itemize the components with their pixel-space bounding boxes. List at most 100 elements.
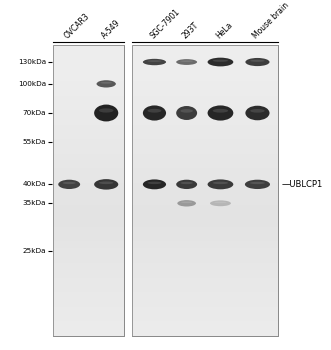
FancyBboxPatch shape — [132, 226, 278, 234]
Text: 130kDa: 130kDa — [18, 59, 46, 65]
Ellipse shape — [213, 182, 228, 184]
Ellipse shape — [143, 59, 166, 65]
FancyBboxPatch shape — [53, 205, 124, 212]
FancyBboxPatch shape — [53, 234, 124, 241]
FancyBboxPatch shape — [53, 117, 124, 125]
Ellipse shape — [213, 109, 228, 113]
FancyBboxPatch shape — [53, 52, 124, 59]
FancyBboxPatch shape — [53, 59, 124, 66]
Ellipse shape — [177, 200, 196, 206]
FancyBboxPatch shape — [132, 292, 278, 299]
Ellipse shape — [94, 105, 118, 121]
Ellipse shape — [208, 105, 233, 121]
FancyBboxPatch shape — [132, 190, 278, 197]
FancyBboxPatch shape — [53, 212, 124, 219]
Ellipse shape — [97, 80, 116, 88]
Ellipse shape — [63, 182, 76, 184]
FancyBboxPatch shape — [132, 125, 278, 132]
FancyBboxPatch shape — [53, 256, 124, 263]
FancyBboxPatch shape — [53, 103, 124, 110]
Text: HeLa: HeLa — [214, 20, 234, 41]
Ellipse shape — [210, 201, 231, 206]
Ellipse shape — [208, 180, 233, 189]
FancyBboxPatch shape — [53, 139, 124, 147]
Ellipse shape — [176, 106, 197, 120]
FancyBboxPatch shape — [53, 321, 124, 329]
FancyBboxPatch shape — [53, 96, 124, 103]
FancyBboxPatch shape — [132, 44, 278, 52]
FancyBboxPatch shape — [53, 219, 124, 226]
FancyBboxPatch shape — [132, 183, 278, 190]
Ellipse shape — [213, 60, 228, 62]
Ellipse shape — [245, 58, 269, 66]
FancyBboxPatch shape — [53, 44, 124, 52]
Ellipse shape — [176, 180, 197, 189]
FancyBboxPatch shape — [53, 226, 124, 234]
FancyBboxPatch shape — [132, 147, 278, 154]
FancyBboxPatch shape — [132, 234, 278, 241]
FancyBboxPatch shape — [53, 147, 124, 154]
FancyBboxPatch shape — [132, 44, 278, 336]
FancyBboxPatch shape — [132, 88, 278, 96]
FancyBboxPatch shape — [132, 168, 278, 176]
FancyBboxPatch shape — [53, 125, 124, 132]
FancyBboxPatch shape — [53, 248, 124, 256]
FancyBboxPatch shape — [132, 154, 278, 161]
FancyBboxPatch shape — [53, 154, 124, 161]
Ellipse shape — [176, 59, 197, 65]
FancyBboxPatch shape — [132, 270, 278, 278]
Ellipse shape — [250, 182, 265, 184]
Text: Mouse brain: Mouse brain — [251, 1, 291, 41]
FancyBboxPatch shape — [53, 314, 124, 321]
FancyBboxPatch shape — [132, 285, 278, 292]
FancyBboxPatch shape — [53, 81, 124, 88]
Ellipse shape — [214, 202, 227, 203]
Ellipse shape — [180, 182, 193, 184]
Text: 100kDa: 100kDa — [18, 81, 46, 87]
FancyBboxPatch shape — [132, 256, 278, 263]
FancyBboxPatch shape — [132, 248, 278, 256]
Text: SGC-7901: SGC-7901 — [148, 7, 181, 41]
FancyBboxPatch shape — [132, 66, 278, 74]
FancyBboxPatch shape — [53, 176, 124, 183]
Ellipse shape — [180, 61, 193, 62]
Text: 55kDa: 55kDa — [23, 139, 46, 145]
Ellipse shape — [143, 180, 166, 189]
FancyBboxPatch shape — [132, 52, 278, 59]
FancyBboxPatch shape — [132, 314, 278, 321]
FancyBboxPatch shape — [53, 74, 124, 81]
FancyBboxPatch shape — [132, 132, 278, 139]
Text: 40kDa: 40kDa — [23, 181, 46, 187]
FancyBboxPatch shape — [132, 74, 278, 81]
Text: OVCAR3: OVCAR3 — [63, 12, 92, 41]
FancyBboxPatch shape — [53, 197, 124, 205]
FancyBboxPatch shape — [132, 139, 278, 147]
FancyBboxPatch shape — [53, 110, 124, 117]
FancyBboxPatch shape — [132, 205, 278, 212]
FancyBboxPatch shape — [53, 190, 124, 197]
Ellipse shape — [180, 109, 193, 113]
FancyBboxPatch shape — [53, 161, 124, 168]
Ellipse shape — [250, 109, 265, 113]
FancyBboxPatch shape — [132, 96, 278, 103]
Ellipse shape — [245, 106, 269, 120]
FancyBboxPatch shape — [132, 110, 278, 117]
FancyBboxPatch shape — [132, 329, 278, 336]
Ellipse shape — [143, 105, 166, 121]
Ellipse shape — [208, 58, 233, 66]
Ellipse shape — [100, 82, 112, 84]
Ellipse shape — [58, 180, 80, 189]
FancyBboxPatch shape — [53, 299, 124, 307]
FancyBboxPatch shape — [53, 44, 124, 336]
FancyBboxPatch shape — [53, 307, 124, 314]
FancyBboxPatch shape — [53, 66, 124, 74]
Ellipse shape — [245, 180, 270, 189]
Text: 25kDa: 25kDa — [23, 248, 46, 254]
FancyBboxPatch shape — [132, 197, 278, 205]
Ellipse shape — [148, 109, 162, 113]
FancyBboxPatch shape — [132, 219, 278, 226]
FancyBboxPatch shape — [53, 278, 124, 285]
FancyBboxPatch shape — [132, 307, 278, 314]
Text: 70kDa: 70kDa — [23, 110, 46, 116]
FancyBboxPatch shape — [53, 183, 124, 190]
